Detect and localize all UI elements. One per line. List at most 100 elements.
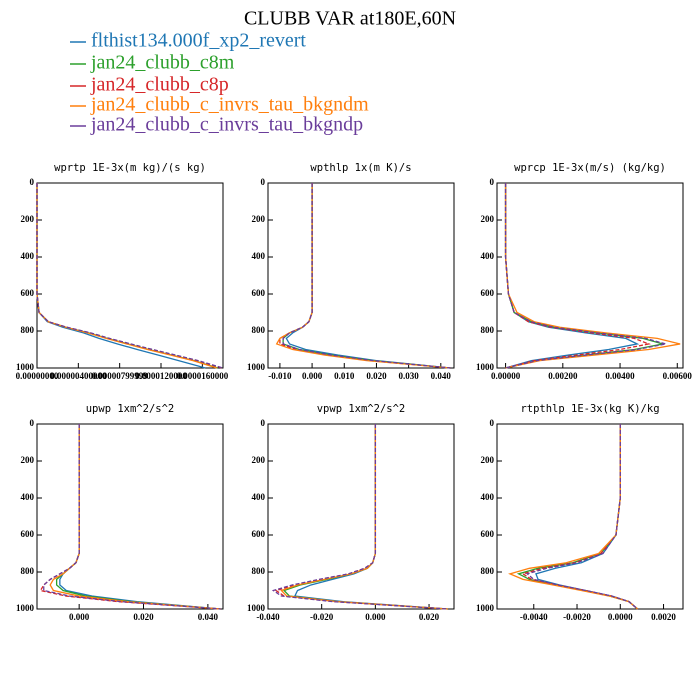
plot-frame bbox=[267, 423, 455, 610]
y-tick-label: 800 bbox=[481, 566, 495, 576]
profile-line bbox=[285, 183, 451, 369]
figure-title: CLUBB VAR at180E,60N bbox=[244, 8, 456, 30]
x-tick-label: 0.0000160000 bbox=[176, 371, 228, 381]
y-tick-label: 200 bbox=[21, 455, 35, 465]
legend-label: jan24_clubb_c_invrs_tau_bkgndm bbox=[90, 94, 369, 116]
profile-line bbox=[504, 183, 651, 369]
legend-label: jan24_clubb_c_invrs_tau_bkgndp bbox=[90, 114, 363, 136]
profile-line bbox=[36, 183, 206, 369]
panel-title: upwp 1xm^2/s^2 bbox=[86, 403, 175, 415]
legend-label: flthist134.000f_xp2_revert bbox=[91, 30, 306, 52]
x-tick-label: -0.010 bbox=[268, 371, 292, 381]
y-tick-label: 800 bbox=[252, 325, 266, 335]
profile-line bbox=[275, 183, 451, 369]
y-tick-label: 200 bbox=[252, 455, 266, 465]
x-tick-label: -0.040 bbox=[256, 612, 280, 622]
y-tick-label: 0 bbox=[490, 418, 495, 428]
x-tick-label: 0.010 bbox=[334, 371, 355, 381]
profile-line bbox=[36, 183, 219, 369]
x-tick-label: 0.020 bbox=[419, 612, 440, 622]
x-tick-label: 0.00200 bbox=[548, 371, 578, 381]
panel-title: wpthlp 1x(m K)/s bbox=[310, 162, 411, 174]
legend-label: jan24_clubb_c8p bbox=[90, 74, 229, 96]
y-tick-label: 200 bbox=[252, 214, 266, 224]
plot-frame bbox=[496, 423, 684, 610]
y-tick-label: 600 bbox=[21, 529, 35, 539]
profile-line bbox=[49, 424, 221, 610]
profile-line bbox=[279, 183, 451, 369]
x-tick-label: 0.0000 bbox=[608, 612, 633, 622]
panel-title: wprcp 1E-3x(m/s) (kg/kg) bbox=[514, 162, 666, 174]
plot-frame bbox=[36, 182, 224, 369]
x-tick-label: 0.000 bbox=[365, 612, 386, 622]
y-tick-label: 1000 bbox=[16, 362, 35, 372]
profile-line bbox=[504, 183, 681, 369]
y-tick-label: 200 bbox=[481, 455, 495, 465]
panel-title: rtpthlp 1E-3x(kg K)/kg bbox=[520, 403, 659, 415]
y-tick-label: 800 bbox=[481, 325, 495, 335]
x-tick-label: 0.020 bbox=[366, 371, 387, 381]
y-tick-label: 0 bbox=[261, 418, 266, 428]
x-tick-label: 0.000 bbox=[302, 371, 323, 381]
profile-line bbox=[504, 183, 640, 369]
y-tick-label: 200 bbox=[21, 214, 35, 224]
profile-line bbox=[282, 183, 451, 369]
y-tick-label: 0 bbox=[30, 418, 35, 428]
profile-line bbox=[36, 183, 224, 369]
profile-line bbox=[274, 424, 448, 610]
x-tick-label: 0.0000120000 bbox=[135, 371, 187, 381]
x-tick-label: 0.020 bbox=[133, 612, 154, 622]
y-tick-label: 800 bbox=[252, 566, 266, 576]
y-tick-label: 1000 bbox=[247, 362, 266, 372]
plot-frame bbox=[496, 182, 684, 369]
x-tick-label: -0.0020 bbox=[563, 612, 591, 622]
y-tick-label: 1000 bbox=[476, 603, 495, 613]
y-tick-label: 0 bbox=[30, 177, 35, 187]
y-tick-label: 200 bbox=[481, 214, 495, 224]
profile-line bbox=[280, 424, 448, 610]
x-tick-label: 0.00400 bbox=[605, 371, 635, 381]
panel-title: wprtp 1E-3x(m kg)/(s kg) bbox=[54, 162, 206, 174]
y-tick-label: 1000 bbox=[16, 603, 35, 613]
legend-label: jan24_clubb_c8m bbox=[90, 52, 235, 74]
y-tick-label: 800 bbox=[21, 325, 35, 335]
y-tick-label: 400 bbox=[252, 492, 266, 502]
profile-line bbox=[271, 424, 448, 610]
x-tick-label: 0.00000400000 bbox=[50, 371, 107, 381]
profile-line bbox=[39, 424, 221, 610]
y-tick-label: 400 bbox=[21, 492, 35, 502]
profile-line bbox=[36, 183, 217, 369]
y-tick-label: 600 bbox=[252, 288, 266, 298]
plot-frame bbox=[36, 423, 224, 610]
y-tick-label: 800 bbox=[21, 566, 35, 576]
profile-line bbox=[282, 183, 451, 369]
x-tick-label: 0.040 bbox=[198, 612, 219, 622]
y-tick-label: 600 bbox=[481, 529, 495, 539]
x-tick-label: 0.0020 bbox=[651, 612, 676, 622]
y-tick-label: 400 bbox=[481, 492, 495, 502]
y-tick-label: 600 bbox=[252, 529, 266, 539]
x-tick-label: -0.020 bbox=[310, 612, 334, 622]
profile-line bbox=[36, 183, 223, 369]
x-tick-label: 0.00000799999 bbox=[92, 371, 149, 381]
y-tick-label: 400 bbox=[252, 251, 266, 261]
x-tick-label: -0.0040 bbox=[520, 612, 548, 622]
profile-line bbox=[55, 424, 221, 610]
y-tick-label: 400 bbox=[481, 251, 495, 261]
profile-line bbox=[43, 424, 221, 610]
y-tick-label: 600 bbox=[481, 288, 495, 298]
x-tick-label: 0.00000000 bbox=[16, 371, 59, 381]
x-tick-label: 0.040 bbox=[431, 371, 452, 381]
x-tick-label: 0.000 bbox=[69, 612, 90, 622]
profile-line bbox=[504, 183, 667, 369]
y-tick-label: 600 bbox=[21, 288, 35, 298]
profile-line bbox=[535, 424, 639, 610]
profile-line bbox=[59, 424, 221, 610]
y-tick-label: 1000 bbox=[247, 603, 266, 613]
x-tick-label: 0.00600 bbox=[663, 371, 693, 381]
panel-title: vpwp 1xm^2/s^2 bbox=[317, 403, 406, 415]
x-tick-label: 0.030 bbox=[399, 371, 420, 381]
profile-line bbox=[525, 424, 639, 610]
